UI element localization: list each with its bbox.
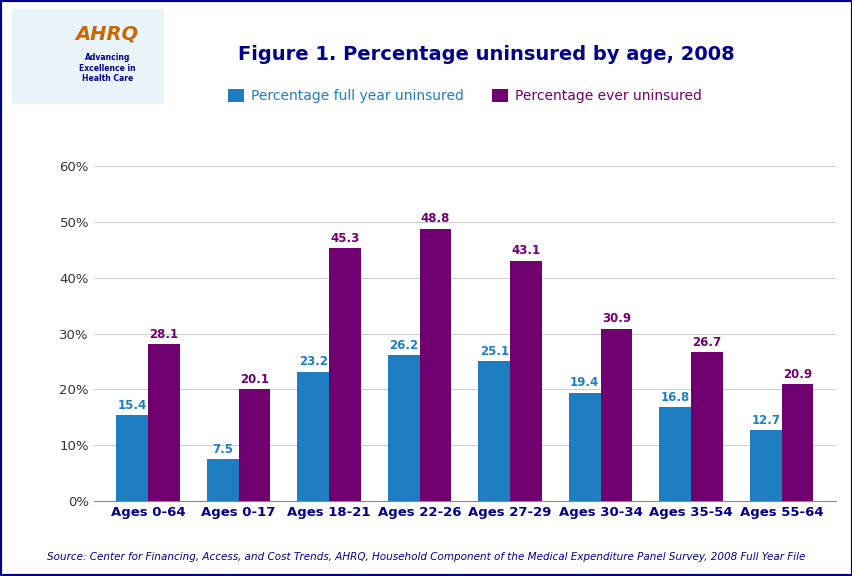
Bar <box>117 415 148 501</box>
Text: 45.3: 45.3 <box>330 232 360 245</box>
Text: 12.7: 12.7 <box>751 414 780 427</box>
Bar <box>239 389 270 501</box>
Bar <box>419 229 451 501</box>
Bar <box>148 344 180 501</box>
Bar <box>478 361 509 501</box>
Text: 48.8: 48.8 <box>420 213 450 225</box>
Bar <box>690 352 722 501</box>
Text: 25.1: 25.1 <box>479 344 509 358</box>
Text: 23.2: 23.2 <box>298 355 327 368</box>
Legend: Percentage full year uninsured, Percentage ever uninsured: Percentage full year uninsured, Percenta… <box>222 84 707 109</box>
Bar <box>297 372 329 501</box>
Text: 20.9: 20.9 <box>782 368 811 381</box>
Bar <box>749 430 780 501</box>
Text: Figure 1. Percentage uninsured by age, 2008: Figure 1. Percentage uninsured by age, 2… <box>238 45 734 64</box>
Bar <box>329 248 360 501</box>
Text: AHRQ: AHRQ <box>76 25 139 43</box>
Bar <box>509 260 541 501</box>
Text: 15.4: 15.4 <box>118 399 147 412</box>
Text: 16.8: 16.8 <box>660 391 689 404</box>
Bar <box>568 393 600 501</box>
Bar <box>388 355 419 501</box>
Bar <box>600 329 631 501</box>
Text: 20.1: 20.1 <box>239 373 268 385</box>
Text: 30.9: 30.9 <box>602 312 630 325</box>
Text: 26.7: 26.7 <box>692 336 721 348</box>
Bar <box>780 384 812 501</box>
Text: 19.4: 19.4 <box>569 377 599 389</box>
Bar <box>207 459 239 501</box>
Text: 28.1: 28.1 <box>149 328 178 341</box>
Text: 7.5: 7.5 <box>212 443 233 456</box>
FancyBboxPatch shape <box>12 9 164 104</box>
Text: Advancing
Excellence in
Health Care: Advancing Excellence in Health Care <box>79 54 135 83</box>
Text: 43.1: 43.1 <box>511 244 540 257</box>
Text: 26.2: 26.2 <box>389 339 417 351</box>
Text: Source: Center for Financing, Access, and Cost Trends, AHRQ, Household Component: Source: Center for Financing, Access, an… <box>47 552 805 562</box>
Bar <box>659 407 690 501</box>
